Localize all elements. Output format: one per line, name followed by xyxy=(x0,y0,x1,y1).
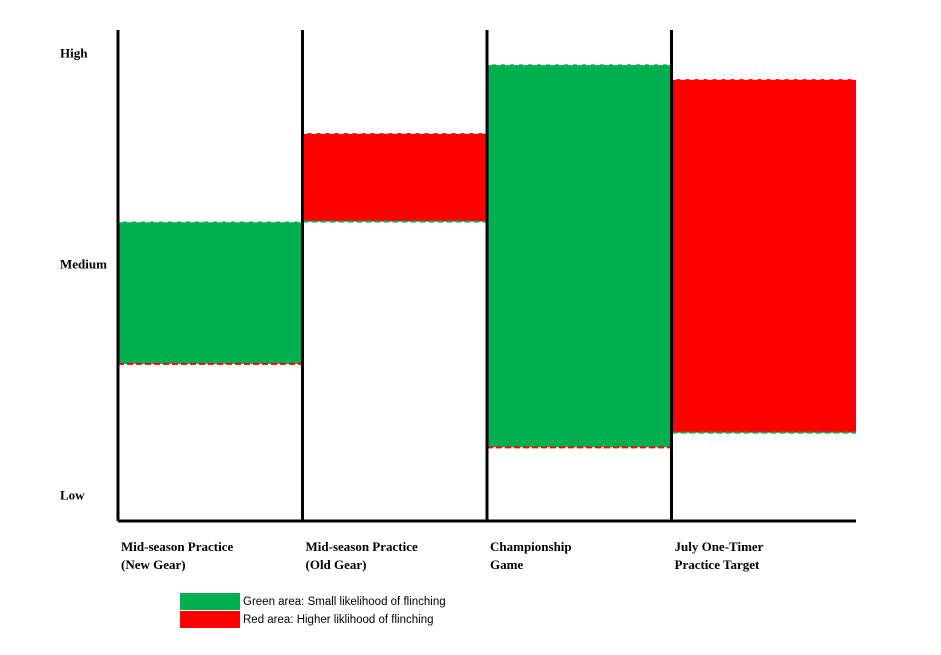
bar xyxy=(302,133,487,222)
legend-label: Red area: Higher liklihood of flinching xyxy=(243,614,434,626)
y-tick-label: High xyxy=(60,46,88,61)
legend-label: Green area: Small likelihood of flinchin… xyxy=(243,596,446,608)
x-tick-label: July One-Timer xyxy=(675,539,764,554)
bar xyxy=(487,64,672,448)
bar xyxy=(118,221,303,364)
x-tick-label: Practice Target xyxy=(675,557,760,572)
x-tick-label: Mid-season Practice xyxy=(121,539,234,554)
x-tick-label: Mid-season Practice xyxy=(306,539,419,554)
y-tick-label: Medium xyxy=(60,257,107,272)
x-tick-label: Game xyxy=(490,557,523,572)
y-tick-label: Low xyxy=(60,487,85,502)
bar xyxy=(671,79,856,433)
x-tick-label: Championship xyxy=(490,539,572,554)
x-tick-label: (Old Gear) xyxy=(306,557,367,572)
legend-swatch xyxy=(180,611,240,628)
legend-swatch xyxy=(180,593,240,610)
x-tick-label: (New Gear) xyxy=(121,557,186,572)
